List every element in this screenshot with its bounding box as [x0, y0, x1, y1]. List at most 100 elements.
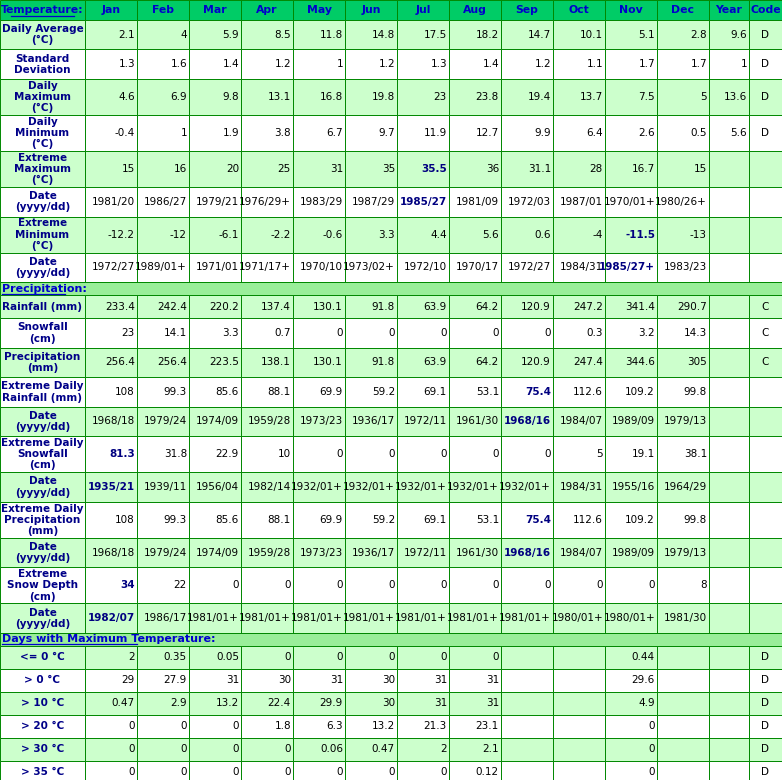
Bar	[605, 502, 657, 538]
Text: D: D	[762, 698, 769, 708]
Bar	[605, 406, 657, 436]
Text: 2: 2	[128, 652, 135, 662]
Bar	[0, 472, 85, 502]
Bar	[345, 738, 397, 760]
Bar	[397, 738, 449, 760]
Text: 23: 23	[434, 92, 447, 102]
Text: 19.4: 19.4	[528, 92, 551, 102]
Bar	[137, 253, 189, 282]
Bar	[449, 115, 501, 151]
Bar	[0, 20, 85, 49]
Text: 13.7: 13.7	[579, 92, 603, 102]
Text: 0: 0	[493, 580, 499, 590]
Bar	[137, 0, 189, 20]
Bar	[709, 49, 749, 79]
Text: 1.3: 1.3	[118, 59, 135, 69]
Text: 1959/28: 1959/28	[248, 548, 291, 558]
Bar	[709, 187, 749, 217]
Text: C: C	[762, 357, 769, 367]
Bar	[709, 0, 749, 20]
Text: 0: 0	[493, 652, 499, 662]
Bar	[397, 253, 449, 282]
Bar	[501, 20, 553, 49]
Bar	[345, 714, 397, 738]
Bar	[293, 115, 345, 151]
Text: 1973/23: 1973/23	[300, 417, 343, 427]
Bar	[657, 646, 709, 669]
Bar	[449, 253, 501, 282]
Bar	[137, 436, 189, 472]
Bar	[449, 406, 501, 436]
Text: 31: 31	[486, 675, 499, 686]
Text: 1981/09: 1981/09	[456, 197, 499, 207]
Bar	[501, 538, 553, 567]
Bar	[189, 406, 241, 436]
Text: 0: 0	[336, 328, 343, 338]
Text: 1981/01+: 1981/01+	[499, 613, 551, 623]
Text: 1968/16: 1968/16	[504, 548, 551, 558]
Bar	[293, 669, 345, 692]
Bar	[293, 646, 345, 669]
Bar	[553, 253, 605, 282]
Bar	[85, 296, 137, 318]
Bar	[293, 296, 345, 318]
Text: 1980/01+: 1980/01+	[551, 613, 603, 623]
Text: 15: 15	[694, 164, 707, 174]
Bar	[137, 318, 189, 348]
Text: 1987/29: 1987/29	[352, 197, 395, 207]
Text: 18.2: 18.2	[475, 30, 499, 40]
Text: 11.9: 11.9	[424, 128, 447, 138]
Bar	[0, 646, 85, 669]
Text: 15: 15	[122, 164, 135, 174]
Bar	[449, 714, 501, 738]
Text: 1973/02+: 1973/02+	[343, 262, 395, 272]
Bar	[605, 646, 657, 669]
Bar	[397, 502, 449, 538]
Bar	[397, 79, 449, 115]
Bar	[749, 714, 782, 738]
Bar	[709, 760, 749, 780]
Bar	[397, 646, 449, 669]
Text: Extreme Daily
Precipitation
(mm): Extreme Daily Precipitation (mm)	[2, 504, 84, 536]
Bar	[137, 738, 189, 760]
Text: 13.2: 13.2	[216, 698, 239, 708]
Text: 112.6: 112.6	[573, 515, 603, 525]
Bar	[709, 378, 749, 406]
Bar	[0, 604, 85, 633]
Bar	[85, 436, 137, 472]
Bar	[345, 253, 397, 282]
Bar	[553, 738, 605, 760]
Text: 1981/20: 1981/20	[91, 197, 135, 207]
Bar	[605, 318, 657, 348]
Bar	[449, 538, 501, 567]
Bar	[605, 187, 657, 217]
Bar	[605, 0, 657, 20]
Text: 1.2: 1.2	[534, 59, 551, 69]
Bar	[0, 714, 85, 738]
Bar	[293, 604, 345, 633]
Text: 1983/23: 1983/23	[664, 262, 707, 272]
Bar	[241, 79, 293, 115]
Bar	[189, 20, 241, 49]
Text: 1: 1	[181, 128, 187, 138]
Bar	[501, 318, 553, 348]
Text: 1980/26+: 1980/26+	[655, 197, 707, 207]
Bar	[293, 253, 345, 282]
Bar	[293, 502, 345, 538]
Text: Daily
Minimum
(°C): Daily Minimum (°C)	[16, 117, 70, 149]
Bar	[501, 567, 553, 604]
Text: 64.2: 64.2	[475, 357, 499, 367]
Bar	[501, 738, 553, 760]
Text: 69.9: 69.9	[320, 515, 343, 525]
Text: 0: 0	[544, 328, 551, 338]
Bar	[749, 472, 782, 502]
Bar	[749, 378, 782, 406]
Text: 11.8: 11.8	[320, 30, 343, 40]
Bar	[749, 760, 782, 780]
Text: 1935/21: 1935/21	[88, 482, 135, 492]
Bar	[605, 79, 657, 115]
Text: 256.4: 256.4	[157, 357, 187, 367]
Text: 29.6: 29.6	[632, 675, 655, 686]
Text: 1974/09: 1974/09	[196, 417, 239, 427]
Text: Date
(yyyy/dd): Date (yyyy/dd)	[15, 608, 70, 629]
